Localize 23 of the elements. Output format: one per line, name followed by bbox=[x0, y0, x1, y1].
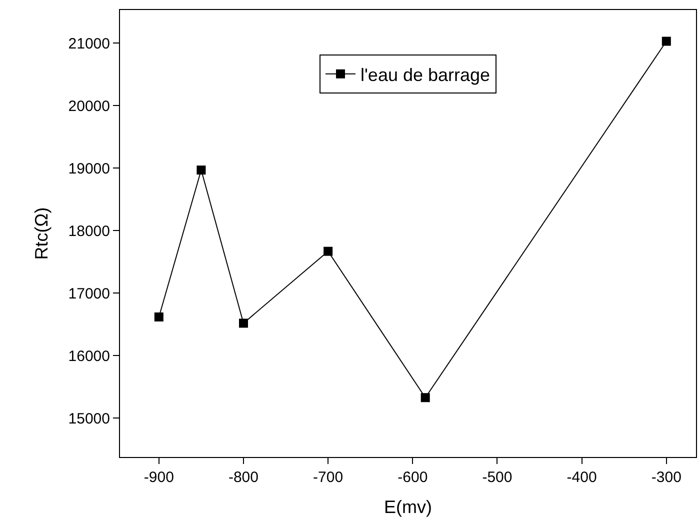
y-axis-title: Rtc(Ω) bbox=[31, 207, 52, 260]
legend-label: l'eau de barrage bbox=[360, 64, 490, 85]
y-tick-label: 16000 bbox=[68, 348, 110, 365]
y-tick-label: 20000 bbox=[68, 98, 110, 115]
y-tick-label: 18000 bbox=[68, 222, 110, 240]
point bbox=[324, 246, 333, 256]
y-tick-label: 17000 bbox=[68, 285, 110, 302]
point bbox=[662, 36, 671, 46]
x-tick-label: -300 bbox=[651, 469, 682, 486]
y-tick-label: 21000 bbox=[68, 35, 110, 52]
point bbox=[196, 166, 206, 175]
x-tick-label: -500 bbox=[482, 469, 512, 486]
point bbox=[420, 393, 430, 402]
point bbox=[238, 318, 248, 328]
x-tick-label: -800 bbox=[228, 469, 259, 486]
x-tick-label: -900 bbox=[144, 469, 174, 486]
x-tick-label: -400 bbox=[566, 469, 597, 486]
x-tick-label: -600 bbox=[398, 469, 428, 486]
y-tick-label: 19000 bbox=[68, 160, 110, 178]
x-axis-title: E(mv) bbox=[384, 497, 432, 518]
x-tick-label: -700 bbox=[313, 469, 344, 486]
y-tick-label: 15000 bbox=[68, 410, 110, 428]
point bbox=[154, 312, 164, 322]
